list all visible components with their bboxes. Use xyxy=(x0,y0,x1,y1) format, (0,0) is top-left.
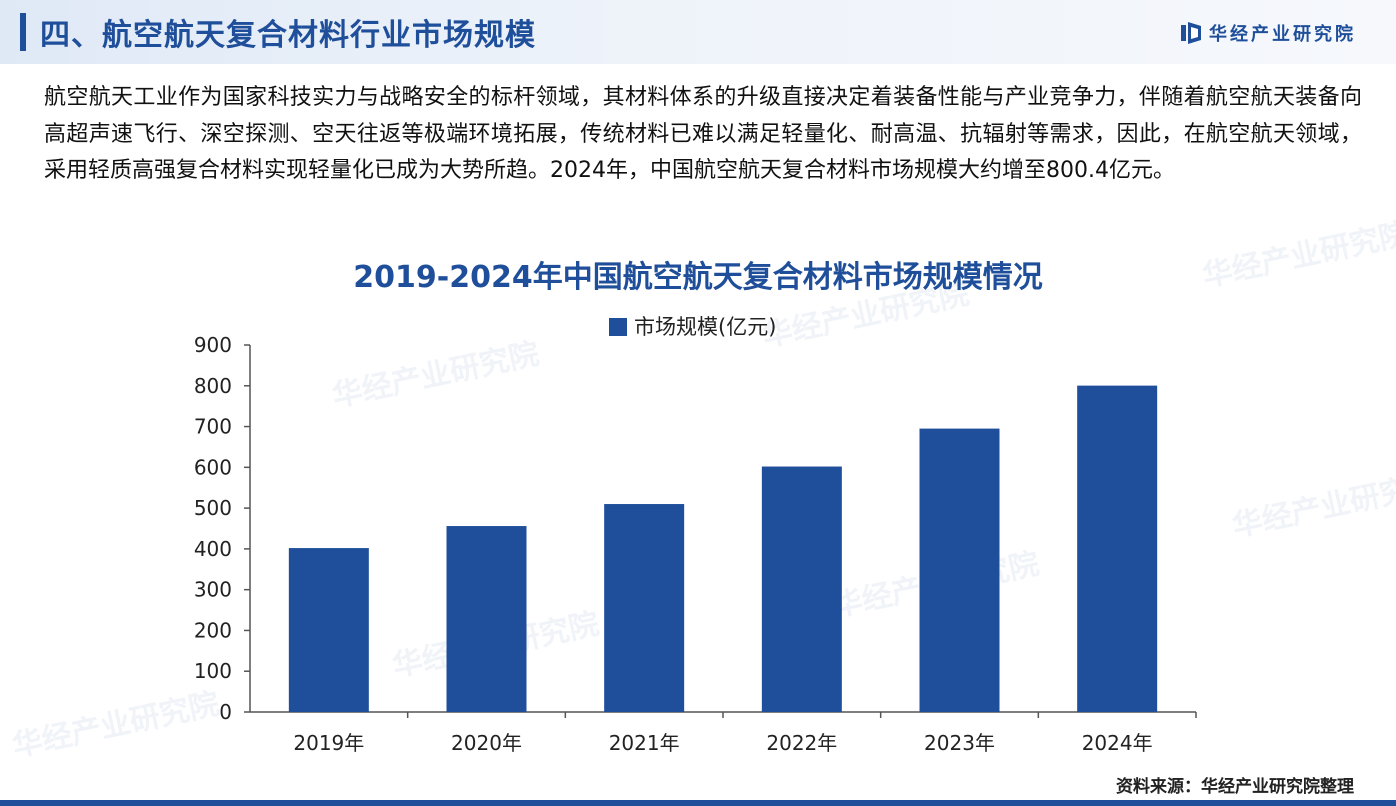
brand-logo-icon xyxy=(1181,22,1201,44)
x-tick-label: 2023年 xyxy=(924,731,995,755)
footer-bar xyxy=(0,800,1396,806)
intro-paragraph: 航空航天工业作为国家科技实力与战略安全的标杆领域，其材料体系的升级直接决定着装备… xyxy=(44,85,1362,183)
x-tick-label: 2024年 xyxy=(1082,731,1153,755)
x-tick-label: 2020年 xyxy=(451,731,522,755)
header-accent-bar xyxy=(20,13,26,51)
bar xyxy=(761,466,842,712)
brand: 华经产业研究院 xyxy=(1181,20,1356,46)
bar xyxy=(1077,385,1158,712)
y-tick-label: 400 xyxy=(194,537,232,561)
legend-label: 市场规模(亿元) xyxy=(634,315,776,339)
y-tick-label: 300 xyxy=(194,578,232,602)
y-tick-label: 900 xyxy=(194,333,232,357)
page-title: 四、航空航天复合材料行业市场规模 xyxy=(40,18,536,53)
y-tick-label: 200 xyxy=(194,618,232,642)
legend-swatch xyxy=(609,318,627,336)
y-tick-label: 800 xyxy=(194,374,232,398)
y-tick-label: 100 xyxy=(194,659,232,683)
brand-name: 华经产业研究院 xyxy=(1209,24,1356,45)
x-tick-label: 2021年 xyxy=(609,731,680,755)
bar xyxy=(604,504,685,712)
x-tick-label: 2022年 xyxy=(766,731,837,755)
y-tick-label: 0 xyxy=(219,700,232,724)
bar xyxy=(919,428,1000,712)
source-note: 资料来源：华经产业研究院整理 xyxy=(1116,777,1354,797)
chart-title: 2019-2024年中国航空航天复合材料市场规模情况 xyxy=(353,260,1043,295)
x-tick-label: 2019年 xyxy=(293,731,364,755)
header-banner: 四、航空航天复合材料行业市场规模 华经产业研究院 xyxy=(0,0,1396,64)
y-tick-label: 500 xyxy=(194,496,232,520)
bar xyxy=(288,548,369,712)
bar xyxy=(446,526,527,712)
y-tick-label: 600 xyxy=(194,455,232,479)
y-tick-label: 700 xyxy=(194,415,232,439)
